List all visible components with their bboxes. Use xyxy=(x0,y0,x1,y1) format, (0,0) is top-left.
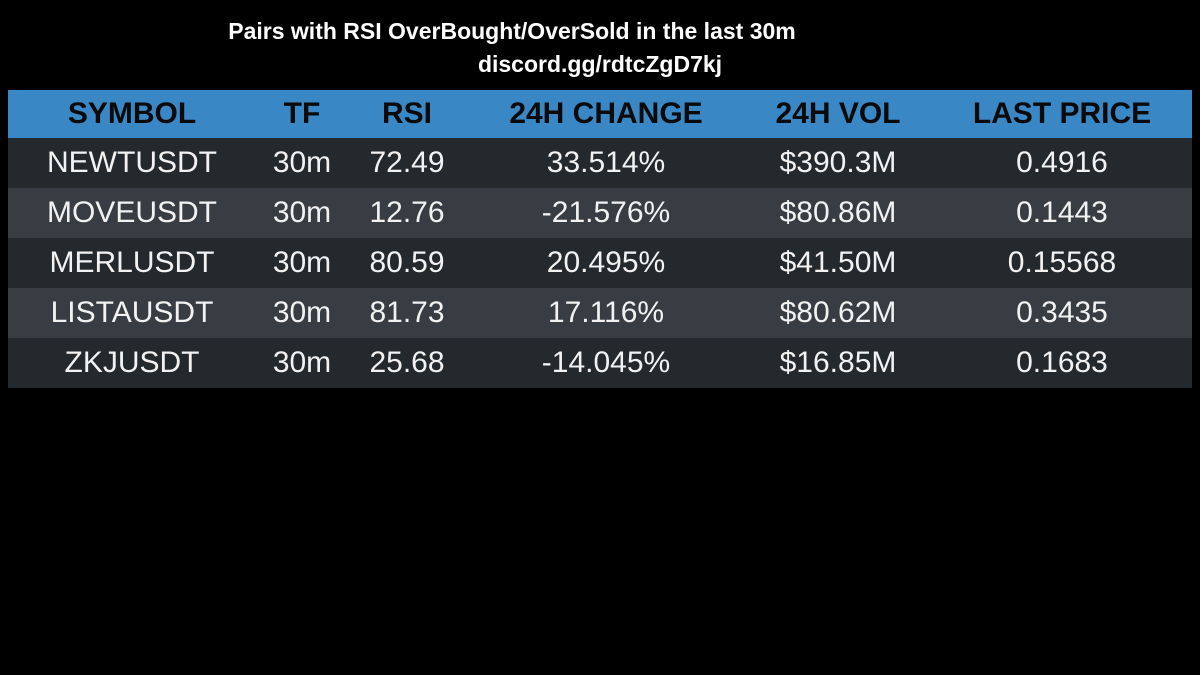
table-cell: 0.3435 xyxy=(1016,296,1108,329)
table-cell: 30m xyxy=(272,196,332,229)
table-cell: $390.3M xyxy=(779,146,897,179)
header-row: SYMBOL TF RSI 24H CHANGE 24H VOL LAST PRICE xyxy=(8,90,1192,138)
table-cell: $41.50M xyxy=(779,246,897,279)
table-cell: 30m xyxy=(272,246,332,279)
table-cell: 80.59 xyxy=(369,246,445,279)
table-row: ZKJUSDT 30m 25.68 -14.045% $16.85M 0.1683 xyxy=(8,338,1192,388)
table-cell: MOVEUSDT xyxy=(46,196,217,229)
table-cell: 0.4916 xyxy=(1016,146,1108,179)
column-header: RSI xyxy=(381,97,432,130)
table-cell: 30m xyxy=(272,346,332,379)
column-header: TF xyxy=(283,97,321,130)
table-row: LISTAUSDT 30m 81.73 17.116% $80.62M 0.3435 xyxy=(8,288,1192,338)
column-header: 24H CHANGE xyxy=(509,97,703,130)
title: Pairs with RSI OverBought/OverSold in th… xyxy=(228,18,796,44)
table-cell: 30m xyxy=(272,146,332,179)
table-cell: 30m xyxy=(272,296,332,329)
table-cell: 81.73 xyxy=(369,296,445,329)
table-cell: 33.514% xyxy=(546,146,666,179)
table-cell: 17.116% xyxy=(547,296,665,329)
table-cell: LISTAUSDT xyxy=(50,296,214,329)
subtitle: discord.gg/rdtcZgD7kj xyxy=(477,51,723,77)
column-header: LAST PRICE xyxy=(972,97,1152,130)
table-cell: 20.495% xyxy=(546,246,666,279)
table-cell: MERLUSDT xyxy=(49,246,215,279)
table-row: MOVEUSDT 30m 12.76 -21.576% $80.86M 0.1443 xyxy=(8,188,1192,238)
table: SYMBOL TF RSI 24H CHANGE 24H VOL LAST PRICE NE… xyxy=(8,90,1192,388)
table-cell: $16.85M xyxy=(779,346,897,379)
column-header: 24H VOL xyxy=(775,97,901,130)
table-cell: 72.49 xyxy=(369,146,445,179)
table-row: NEWTUSDT 30m 72.49 33.514% $390.3M 0.4916 xyxy=(8,138,1192,188)
table-cell: NEWTUSDT xyxy=(47,146,217,179)
table-cell: $80.86M xyxy=(779,196,897,229)
table-row: MERLUSDT 30m 80.59 20.495% $41.50M 0.15568 xyxy=(8,238,1192,288)
table-cell: 0.1683 xyxy=(1016,346,1108,379)
table-cell: $80.62M xyxy=(779,296,897,329)
table-cell: -21.576% xyxy=(541,196,671,229)
column-header: SYMBOL xyxy=(67,97,197,130)
table-cell: 0.1443 xyxy=(1016,196,1108,229)
table-cell: 0.15568 xyxy=(1007,246,1117,279)
table-cell: -14.045% xyxy=(541,346,671,379)
table-cell: ZKJUSDT xyxy=(64,346,200,379)
table-cell: 12.76 xyxy=(369,196,445,229)
table-cell: 25.68 xyxy=(369,346,445,379)
